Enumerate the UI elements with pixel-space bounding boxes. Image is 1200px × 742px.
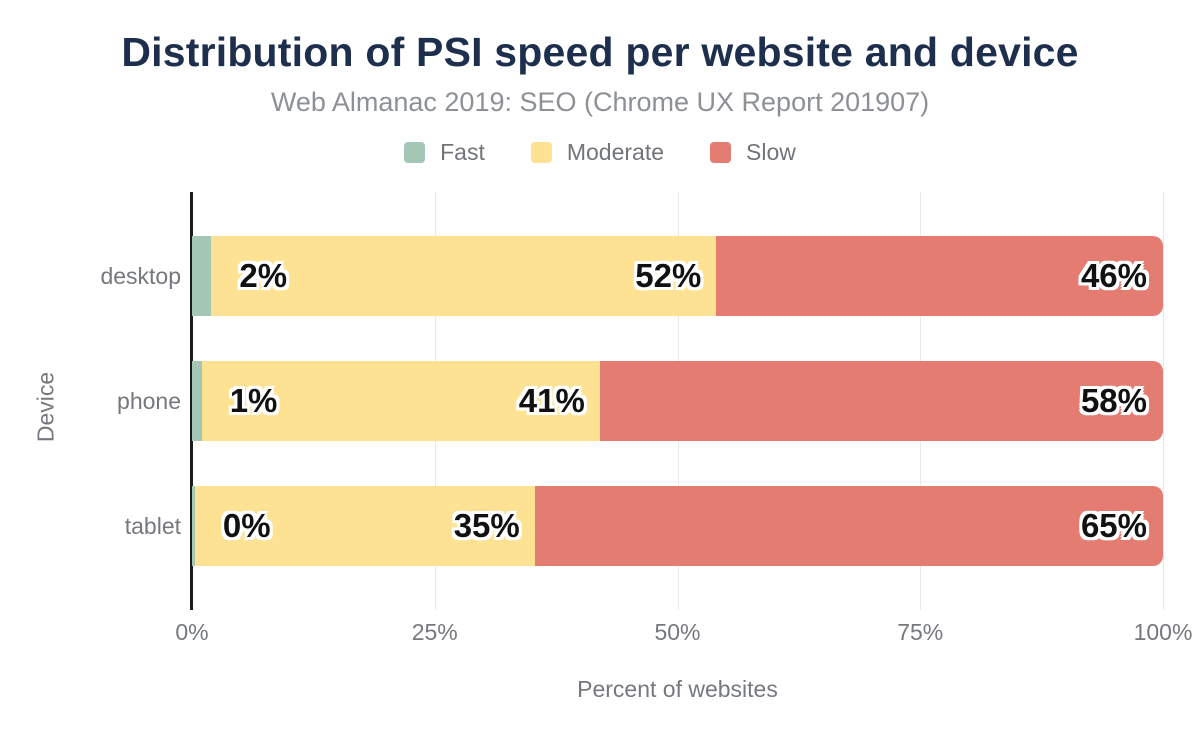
bar-value-label-moderate-tablet: 35%	[453, 507, 520, 544]
bar-segment-slow-tablet[interactable]	[534, 486, 1163, 566]
y-axis-category-labels: desktop phone tablet	[0, 192, 181, 610]
legend-swatch-slow-icon	[710, 142, 732, 163]
y-category-label-phone: phone	[117, 388, 181, 414]
x-tick-label-75%: 75%	[897, 619, 944, 645]
bar-value-label-moderate-desktop: 52%	[635, 257, 702, 294]
chart-title: Distribution of PSI speed per website an…	[121, 29, 1079, 75]
legend-label-fast: Fast	[440, 139, 485, 165]
bar-segment-fast-desktop[interactable]	[192, 236, 212, 316]
x-axis-title: Percent of websites	[577, 676, 778, 702]
y-category-label-tablet: tablet	[124, 513, 181, 539]
bar-value-label-slow-phone: 58%	[1080, 382, 1147, 419]
x-tick-label-50%: 50%	[654, 619, 701, 645]
bar-row-phone: 1% 41% 58%	[192, 361, 1163, 441]
bar-value-label-slow-tablet: 65%	[1080, 507, 1147, 544]
bar-segment-slow-desktop[interactable]	[716, 236, 1163, 316]
plot-area: 2% 52% 46% 1% 41% 58% 0% 35% 65%	[190, 192, 1164, 610]
y-axis-line	[190, 192, 193, 610]
bar-value-label-moderate-phone: 41%	[518, 382, 585, 419]
legend-swatch-fast-icon	[404, 142, 426, 163]
x-tick-label-0%: 0%	[175, 619, 209, 645]
bar-row-tablet: 0% 35% 65%	[192, 486, 1163, 566]
bar-value-label-slow-desktop: 46%	[1080, 257, 1147, 294]
legend-label-moderate: Moderate	[566, 139, 665, 165]
x-axis-tick-labels: 0% 25% 50% 75% 100%	[175, 619, 1192, 649]
bar-segment-moderate-phone[interactable]	[201, 361, 600, 441]
legend-label-slow: Slow	[746, 139, 796, 165]
legend-item-fast[interactable]: Fast	[404, 139, 485, 166]
y-category-label-desktop: desktop	[100, 263, 181, 289]
x-tick-label-100%: 100%	[1133, 619, 1193, 645]
gridline-100%	[1163, 192, 1164, 610]
bar-segment-moderate-desktop[interactable]	[211, 236, 717, 316]
legend: Fast Moderate Slow	[0, 139, 1200, 166]
legend-swatch-moderate-icon	[530, 142, 552, 163]
bar-segment-fast-tablet[interactable]	[192, 486, 195, 566]
legend-item-slow[interactable]: Slow	[710, 139, 796, 166]
bar-segment-fast-phone[interactable]	[192, 361, 202, 441]
bar-segment-moderate-tablet[interactable]	[194, 486, 535, 566]
legend-item-moderate[interactable]: Moderate	[530, 139, 665, 166]
bar-value-label-fast-tablet: 0%	[222, 507, 271, 544]
x-tick-label-25%: 25%	[411, 619, 458, 645]
bar-segment-slow-phone[interactable]	[599, 361, 1163, 441]
bar-value-label-fast-phone: 1%	[229, 382, 278, 419]
bar-row-desktop: 2% 52% 46%	[192, 236, 1163, 316]
chart-subtitle: Web Almanac 2019: SEO (Chrome UX Report …	[270, 87, 930, 117]
bar-value-label-fast-desktop: 2%	[239, 257, 288, 294]
y-axis-title: Device	[32, 371, 59, 443]
